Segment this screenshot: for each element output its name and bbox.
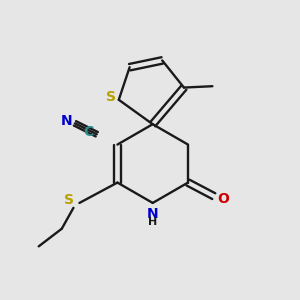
Text: O: O xyxy=(218,192,229,206)
Text: S: S xyxy=(64,193,74,207)
Text: N: N xyxy=(61,114,73,128)
Text: H: H xyxy=(148,218,157,227)
Text: N: N xyxy=(147,207,158,221)
Text: S: S xyxy=(106,90,116,104)
Text: C: C xyxy=(83,125,93,139)
